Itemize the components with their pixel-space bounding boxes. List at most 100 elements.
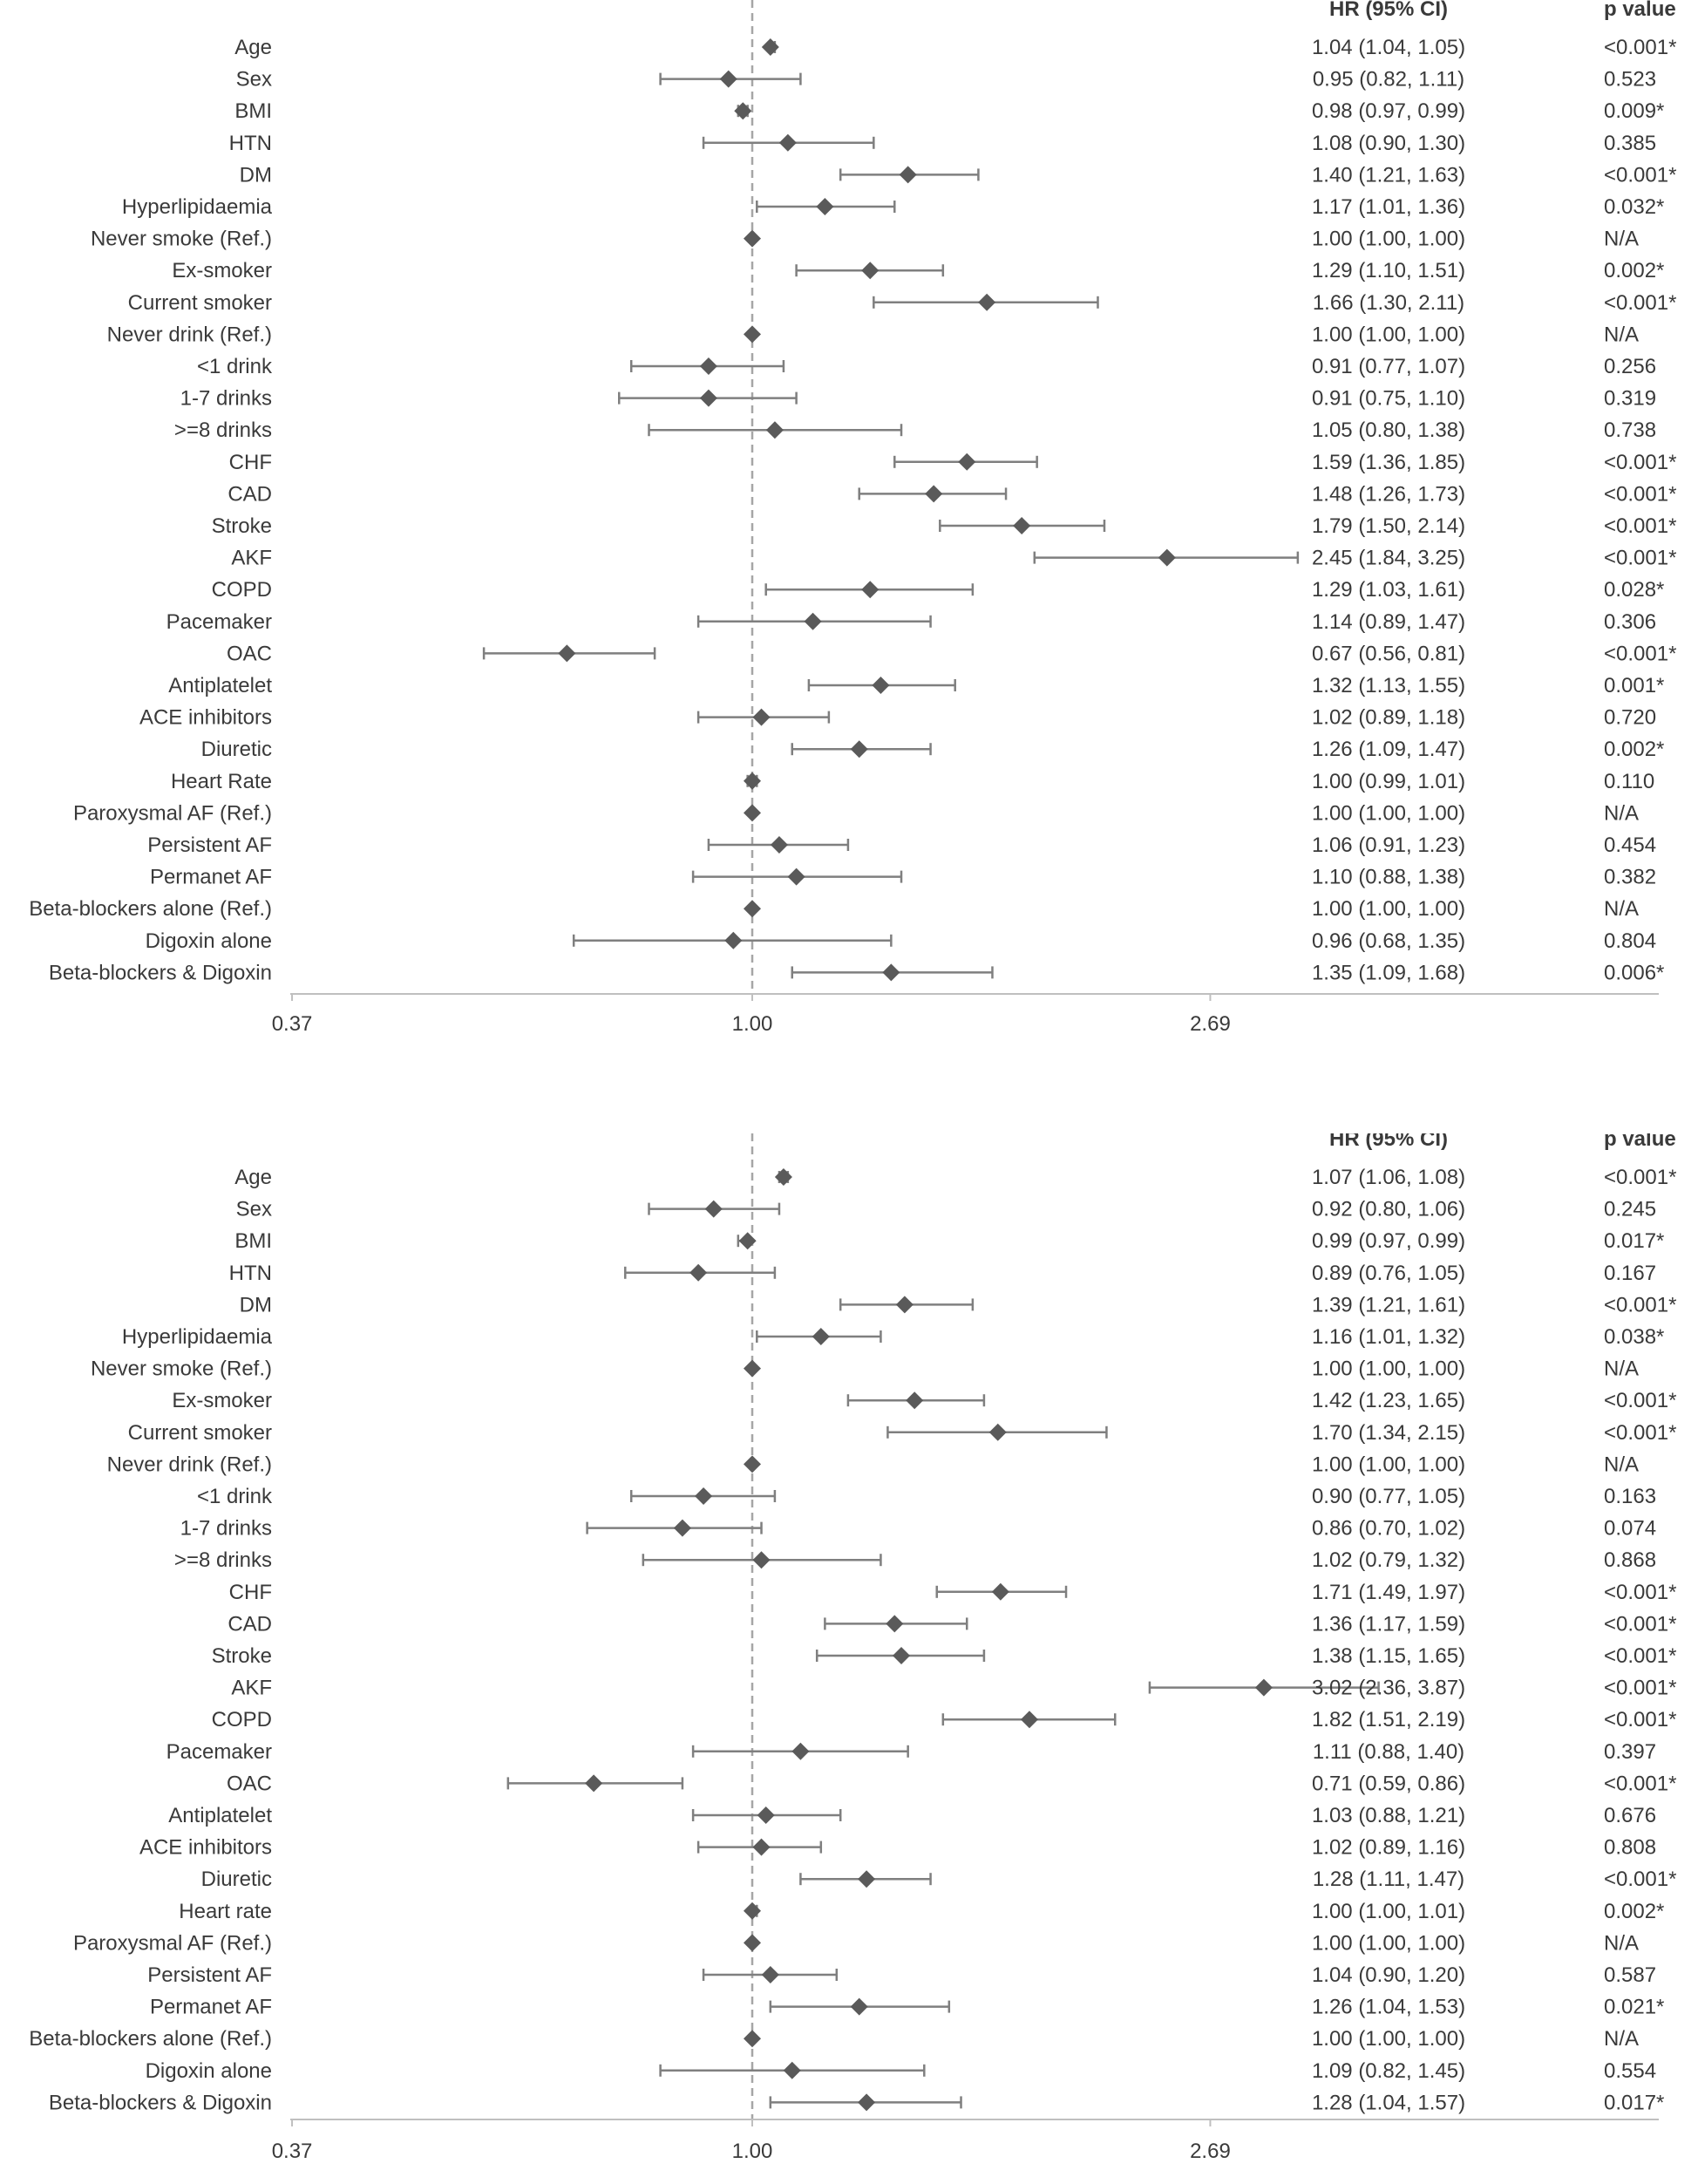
plot2-hr-point: [886, 1615, 904, 1633]
plot1-p-value: 0.002*: [1604, 738, 1664, 761]
plot1-ci-text: 1.48 (1.26, 1.73): [1312, 482, 1465, 506]
plot1-row-label: Sex: [236, 68, 272, 92]
plot1-x-tick-label: 1.00: [732, 1012, 773, 1036]
plot2-row-label: COPD: [212, 1708, 272, 1732]
plot2-hr-point: [812, 1328, 830, 1345]
plot1-row-label: Antiplatelet: [168, 674, 272, 697]
plot2-row-label: Ex-smoker: [172, 1389, 272, 1412]
plot1-row-label: 1-7 drinks: [180, 387, 272, 411]
plot2-hr-point: [744, 1455, 761, 1473]
plot2-ci-text: 1.28 (1.04, 1.57): [1312, 2091, 1465, 2114]
plot2-hr-point: [1254, 1678, 1273, 1697]
plot2-ci-text: 0.89 (0.76, 1.05): [1312, 1262, 1465, 1285]
plot1-hr-point: [850, 740, 868, 759]
plot2-hr-point: [906, 1391, 924, 1410]
plot2-row-label: <1 drink: [197, 1485, 273, 1508]
plot1-p-value: 0.256: [1604, 355, 1656, 378]
plot2-ci-text: 1.82 (1.51, 2.19): [1312, 1708, 1465, 1732]
plot1-row-label: CHF: [229, 451, 272, 474]
plot1-p-value: N/A: [1604, 801, 1639, 825]
plot1-hr-point: [958, 452, 976, 471]
plot2-row-label: CHF: [229, 1581, 272, 1604]
plot1-row-label: HTN: [229, 132, 272, 155]
plot2-row-label: Digoxin alone: [146, 2059, 272, 2083]
plot1-ci-text: 0.67 (0.56, 0.81): [1312, 642, 1465, 665]
plot2-hr-point: [988, 1423, 1007, 1441]
plot1-hr-point: [1013, 517, 1031, 534]
plot1-hr-point: [978, 293, 996, 311]
plot1-x-tick-label: 0.37: [272, 1012, 313, 1036]
plot1-p-value: 0.454: [1604, 833, 1656, 857]
plot1-ci-text: 1.05 (0.80, 1.38): [1312, 418, 1465, 442]
plot1-row-label: ACE inhibitors: [139, 706, 272, 730]
plot1-p-value: <0.001*: [1604, 642, 1676, 665]
plot1-hr-point: [744, 325, 761, 344]
plot2-hr-point: [774, 1168, 792, 1186]
plot2-ci-text: 1.71 (1.49, 1.97): [1312, 1581, 1465, 1604]
plot2-hr-point: [791, 1742, 810, 1760]
plot1-row-label: Diuretic: [201, 738, 272, 761]
plot1-ci-text: 0.91 (0.77, 1.07): [1312, 355, 1465, 378]
plot2-ci-text: 0.99 (0.97, 0.99): [1312, 1229, 1465, 1253]
plot2-p-value: <0.001*: [1604, 1772, 1676, 1795]
plot1-ci-text: 1.10 (0.88, 1.38): [1312, 866, 1465, 889]
plot2-hr-point: [850, 1997, 868, 2016]
plot2-row-label: Beta-blockers alone (Ref.): [29, 2027, 272, 2051]
plot2-ci-text: 1.02 (0.79, 1.32): [1312, 1548, 1465, 1572]
plot1-hr-point: [558, 644, 576, 663]
plot1-header-hr: HR (95% CI): [1329, 0, 1448, 21]
plot1-p-value: 0.028*: [1604, 578, 1664, 602]
plot1-ci-text: 1.08 (0.90, 1.30): [1312, 132, 1465, 155]
plot2-p-value: 0.587: [1604, 1963, 1656, 1987]
plot2-hr-point: [858, 1870, 876, 1888]
plot2-p-value: 0.245: [1604, 1198, 1656, 1221]
plot2-ci-text: 0.90 (0.77, 1.05): [1312, 1485, 1465, 1508]
plot2-row-label: Paroxysmal AF (Ref.): [73, 1931, 272, 1955]
plot1-p-value: <0.001*: [1604, 514, 1676, 538]
plot2-hr-point: [893, 1647, 911, 1664]
plot2-p-value: N/A: [1604, 2027, 1639, 2051]
plot1-ci-text: 0.96 (0.68, 1.35): [1312, 929, 1465, 953]
plot1-row-label: Persistent AF: [147, 833, 272, 857]
plot1-p-value: 0.032*: [1604, 195, 1664, 219]
plot2-ci-text: 1.26 (1.04, 1.53): [1312, 1996, 1465, 2019]
plot2-hr-point: [738, 1232, 757, 1250]
plot2-row-label: Antiplatelet: [168, 1804, 272, 1827]
plot2-p-value: <0.001*: [1604, 1612, 1676, 1636]
plot1-hr-point: [761, 38, 779, 56]
plot1-row-label: Paroxysmal AF (Ref.): [73, 801, 272, 825]
plot1-hr-point: [1158, 548, 1176, 567]
plot1-hr-point: [861, 262, 880, 280]
plot1-hr-point: [787, 867, 805, 886]
plot1-p-value: 0.319: [1604, 387, 1656, 411]
plot1-row-label: Never drink (Ref.): [107, 323, 272, 346]
plot2-ci-text: 1.00 (1.00, 1.00): [1312, 1357, 1465, 1381]
plot2-p-value: 0.074: [1604, 1517, 1656, 1541]
plot1-row-label: OAC: [227, 642, 272, 665]
plot2-hr-point: [858, 2093, 876, 2112]
plot1-hr-point: [861, 581, 880, 599]
plot1-hr-point: [699, 389, 717, 407]
plot1-ci-text: 1.66 (1.30, 2.11): [1313, 291, 1464, 315]
plot2-ci-text: 1.42 (1.23, 1.65): [1312, 1389, 1465, 1412]
plot2-ci-text: 1.09 (0.82, 1.45): [1312, 2059, 1465, 2083]
plot2-hr-point: [585, 1774, 603, 1793]
plot1-p-value: 0.738: [1604, 418, 1656, 442]
plot2-p-value: <0.001*: [1604, 1166, 1676, 1189]
plot1-p-value: 0.006*: [1604, 961, 1664, 984]
plot1-ci-text: 1.29 (1.10, 1.51): [1312, 259, 1465, 282]
plot2-p-value: 0.676: [1604, 1804, 1656, 1827]
plot1-hr-point: [765, 421, 784, 439]
plot1-header-p: p value: [1604, 0, 1676, 21]
plot1-row-label: Heart Rate: [171, 770, 272, 793]
plot1-row-label: Digoxin alone: [146, 929, 272, 953]
plot1-ci-text: 1.00 (0.99, 1.01): [1312, 770, 1465, 793]
plot1-p-value: 0.009*: [1604, 99, 1664, 123]
plot2-p-value: <0.001*: [1604, 1677, 1676, 1700]
plot2-hr-point: [895, 1296, 914, 1314]
plot2-p-value: 0.163: [1604, 1485, 1656, 1508]
plot1-hr-point: [882, 963, 900, 982]
plot1-hr-point: [925, 485, 943, 503]
plot1-ci-text: 1.29 (1.03, 1.61): [1312, 578, 1465, 602]
plot2-ci-text: 1.03 (0.88, 1.21): [1312, 1804, 1465, 1827]
